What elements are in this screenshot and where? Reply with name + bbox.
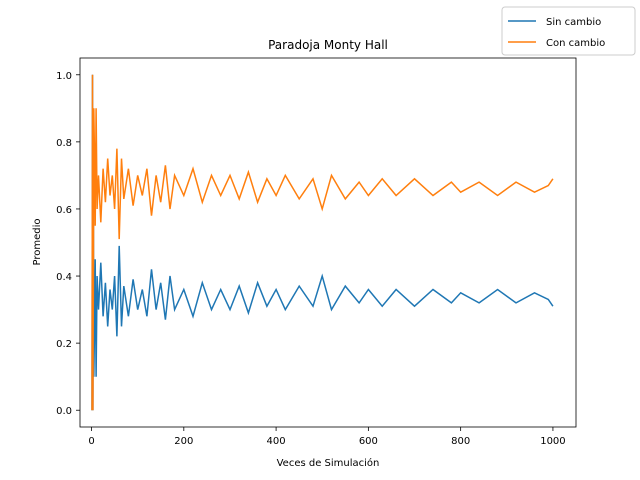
x-tick-label: 0: [88, 436, 94, 447]
x-tick-label: 600: [359, 436, 378, 447]
y-tick-label: 0.2: [56, 339, 72, 350]
x-axis: 0 200 400 600 800 1000: [88, 427, 566, 447]
x-tick-label: 1000: [540, 436, 565, 447]
y-tick-label: 0.4: [56, 272, 72, 283]
y-tick-label: 0.6: [56, 205, 72, 216]
x-tick-label: 800: [451, 436, 470, 447]
x-axis-label: Veces de Simulación: [277, 457, 380, 469]
series-line-1: [91, 74, 554, 411]
series-line-2: [91, 74, 554, 411]
y-axis-label: Promedio: [32, 218, 43, 265]
y-tick-label: 1.0: [56, 71, 72, 82]
y-axis: 0.0 0.2 0.4 0.6 0.8 1.0: [56, 71, 80, 417]
legend-label-1: Sin cambio: [546, 17, 601, 28]
y-tick-label: 0.8: [56, 138, 72, 149]
x-tick-label: 200: [174, 436, 193, 447]
y-tick-label: 0.0: [56, 406, 72, 417]
axes-frame: [79, 57, 577, 428]
legend-label-2: Con cambio: [546, 38, 605, 49]
legend-box: [501, 6, 636, 56]
plot-area: [91, 74, 554, 411]
chart-title: Paradoja Monty Hall: [268, 38, 388, 52]
x-tick-label: 400: [267, 436, 286, 447]
legend: Sin cambio Con cambio: [501, 6, 636, 56]
